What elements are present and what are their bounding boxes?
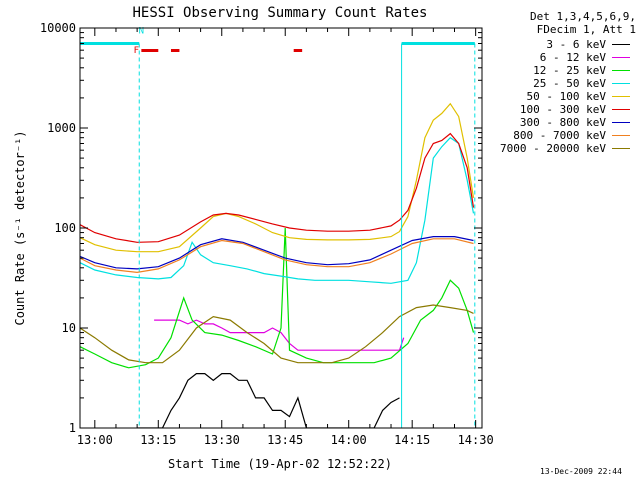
series-line: [137, 373, 400, 428]
legend-swatch: [612, 70, 630, 71]
legend-label: 50 - 100 keV: [526, 90, 606, 103]
x-tick-label: 14:15: [394, 433, 430, 447]
y-tick-label: 1000: [47, 121, 76, 135]
series-line: [154, 319, 405, 351]
y-tick-label: 10: [62, 321, 76, 335]
legend-label: 800 - 7000 keV: [513, 129, 606, 142]
series-line: [80, 227, 475, 369]
legend-swatch: [612, 148, 630, 149]
x-tick-label: 13:45: [267, 433, 303, 447]
y-tick-label: 10000: [40, 21, 76, 35]
y-axis: 1 10 100 1000 10000: [40, 21, 482, 435]
legend-swatch: [612, 44, 630, 45]
legend-label: 6 - 12 keV: [539, 51, 606, 64]
x-tick-label: 14:00: [331, 433, 367, 447]
series-line: [80, 136, 475, 284]
legend-swatch: [612, 135, 630, 136]
legend-item: 100 - 300 keV: [480, 103, 636, 116]
series-group: [80, 102, 475, 428]
series-line: [80, 236, 474, 270]
plot-area: NF: [79, 27, 483, 429]
legend-label: 3 - 6 keV: [546, 38, 606, 51]
legend-label: 7000 - 20000 keV: [500, 142, 606, 155]
legend-label: 25 - 50 keV: [533, 77, 606, 90]
timestamp: 13-Dec-2009 22:44: [540, 467, 622, 476]
legend-item: 6 - 12 keV: [480, 51, 636, 64]
legend-item: 50 - 100 keV: [480, 90, 636, 103]
x-axis: 13:00 13:15 13:30 13:45 14:00 14:15 14:30: [77, 28, 494, 447]
x-tick-label: 14:30: [458, 433, 494, 447]
legend-label: 100 - 300 keV: [519, 103, 606, 116]
legend-swatch: [612, 109, 630, 110]
legend-item: 12 - 25 keV: [480, 64, 636, 77]
chart-title: HESSI Observing Summary Count Rates: [132, 5, 427, 21]
x-tick-label: 13:15: [140, 433, 176, 447]
flag-letter: N: [139, 27, 144, 37]
series-line: [80, 304, 474, 364]
legend-swatch: [612, 57, 630, 58]
x-tick-label: 13:30: [204, 433, 240, 447]
legend-swatch: [612, 83, 630, 84]
legend-item: 800 - 7000 keV: [480, 129, 636, 142]
legend-item: 7000 - 20000 keV: [480, 142, 636, 155]
y-axis-label: Count Rate (s⁻¹ detector⁻¹): [13, 130, 27, 325]
legend-swatch: [612, 122, 630, 123]
x-tick-label: 13:00: [77, 433, 113, 447]
legend-title-line: FDecim 1, Att 1: [536, 23, 636, 36]
legend-label: 300 - 800 keV: [519, 116, 606, 129]
legend-swatch: [612, 96, 630, 97]
series-line: [80, 132, 475, 243]
y-tick-label: 1: [69, 421, 76, 435]
series-line: [80, 102, 475, 253]
legend-item: 3 - 6 keV: [480, 38, 636, 51]
y-tick-label: 100: [54, 221, 76, 235]
legend-title-line: Det 1,3,4,5,6,9,: [530, 10, 636, 23]
legend: 3 - 6 keV 6 - 12 keV 12 - 25 keV 25 - 50 ke…: [480, 38, 636, 155]
flag-letter: F: [134, 46, 139, 56]
legend-item: 300 - 800 keV: [480, 116, 636, 129]
plot-frame: [79, 27, 483, 429]
series-line: [80, 238, 474, 274]
legend-item: 25 - 50 keV: [480, 77, 636, 90]
legend-label: 12 - 25 keV: [533, 64, 606, 77]
x-axis-label: Start Time (19-Apr-02 12:52:22): [168, 457, 392, 471]
legend-title: Det 1,3,4,5,6,9, FDecim 1, Att 1: [500, 10, 636, 36]
